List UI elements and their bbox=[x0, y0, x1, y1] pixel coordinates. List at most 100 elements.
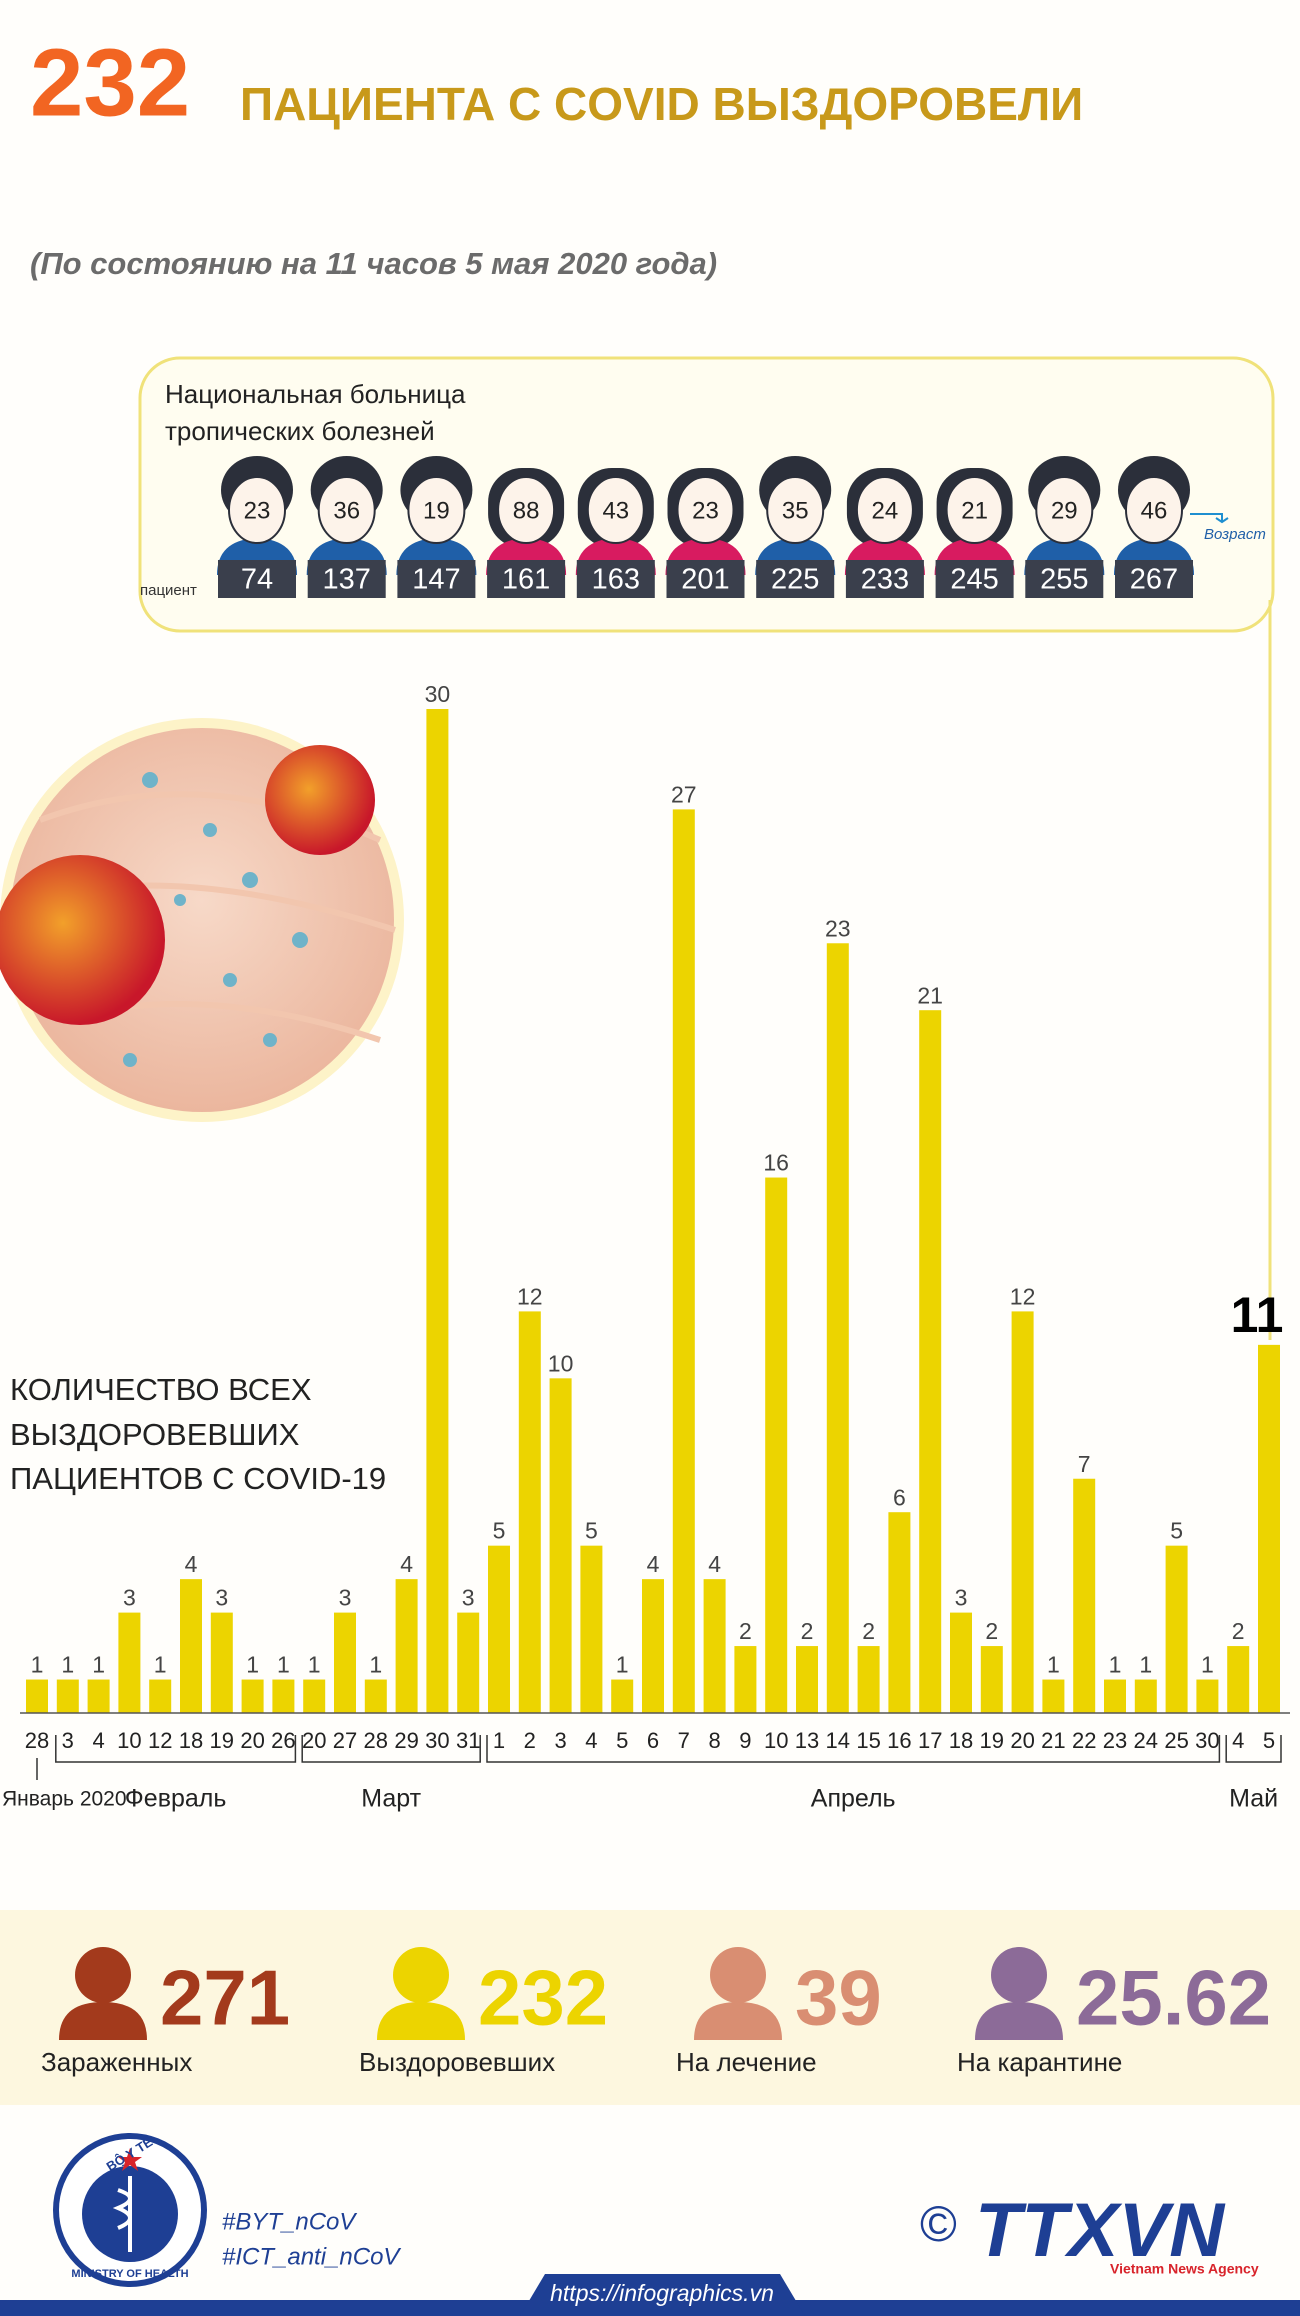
x-tick-label: 16 bbox=[887, 1728, 911, 1753]
x-tick-label: 30 bbox=[425, 1728, 449, 1753]
face bbox=[317, 476, 376, 544]
id-box bbox=[576, 560, 655, 598]
value-label: 3 bbox=[955, 1585, 968, 1611]
patient-age: 23 bbox=[692, 497, 719, 524]
x-tick-label: 18 bbox=[949, 1728, 973, 1753]
x-tick-label: 5 bbox=[1263, 1728, 1275, 1753]
person-body bbox=[59, 2002, 147, 2040]
bar bbox=[1258, 1344, 1280, 1713]
x-tick-label: 28 bbox=[364, 1728, 388, 1753]
face bbox=[945, 476, 1004, 544]
patient-age: 36 bbox=[333, 497, 360, 524]
value-label: 5 bbox=[1170, 1518, 1183, 1544]
group-bracket bbox=[301, 1735, 481, 1763]
patient-icon: 36 137 bbox=[306, 456, 387, 598]
patient-age: 19 bbox=[423, 497, 450, 524]
value-label: 10 bbox=[548, 1350, 574, 1376]
value-label: 2 bbox=[862, 1618, 875, 1644]
bar bbox=[734, 1646, 757, 1713]
bar bbox=[364, 1679, 387, 1713]
bar bbox=[457, 1612, 480, 1713]
ministry-name: MINISTRY OF HEALTH bbox=[71, 2268, 188, 2280]
x-tick-label: 3 bbox=[554, 1728, 566, 1753]
face bbox=[1125, 476, 1183, 544]
patient-age: 35 bbox=[782, 497, 809, 524]
x-tick-label: 9 bbox=[739, 1728, 751, 1753]
group-bracket bbox=[55, 1735, 297, 1763]
value-label: 16 bbox=[763, 1150, 789, 1176]
bar bbox=[426, 709, 449, 1713]
ministry-logo: BỘ Y TẾ MINISTRY OF HEALTH bbox=[53, 2133, 207, 2287]
id-box bbox=[756, 560, 835, 598]
bar bbox=[857, 1646, 880, 1713]
patient-icon: 29 255 bbox=[1024, 456, 1105, 598]
bar bbox=[950, 1612, 972, 1713]
face bbox=[855, 476, 914, 544]
id-box bbox=[1025, 560, 1104, 598]
x-tick-label: 29 bbox=[394, 1728, 418, 1753]
bar bbox=[1227, 1646, 1250, 1713]
person-head bbox=[393, 1947, 449, 2003]
patient-id: 255 bbox=[1040, 564, 1088, 596]
patient-icon: 23 74 bbox=[217, 456, 297, 598]
patient-icon: 43 163 bbox=[575, 468, 656, 598]
x-tick-label: 4 bbox=[92, 1728, 104, 1753]
x-tick-label: 20 bbox=[302, 1728, 326, 1753]
bar bbox=[980, 1646, 1003, 1713]
person-body bbox=[694, 2002, 782, 2040]
bar bbox=[334, 1612, 356, 1713]
patient-id: 201 bbox=[681, 564, 729, 596]
stat-value: 271 bbox=[160, 1954, 290, 2042]
bar bbox=[919, 1010, 942, 1713]
face bbox=[1035, 476, 1094, 544]
patient-icon: 88 161 bbox=[486, 468, 567, 598]
value-label: 1 bbox=[1139, 1652, 1152, 1678]
x-tick-label: 20 bbox=[1010, 1728, 1034, 1753]
face bbox=[228, 476, 286, 544]
value-label: 1 bbox=[92, 1652, 105, 1678]
x-tick-label: 19 bbox=[980, 1728, 1004, 1753]
x-tick-label: 17 bbox=[918, 1728, 942, 1753]
bar bbox=[1073, 1478, 1096, 1713]
id-box bbox=[397, 560, 476, 598]
patient-age: 43 bbox=[602, 497, 629, 524]
bar bbox=[1042, 1679, 1065, 1713]
patient-id: 225 bbox=[771, 564, 819, 596]
row-label: пациент bbox=[140, 582, 197, 599]
value-label: 2 bbox=[739, 1618, 752, 1644]
patient-id: 137 bbox=[323, 564, 371, 596]
value-label: 27 bbox=[671, 781, 697, 807]
person-head bbox=[75, 1947, 131, 2003]
patient-icon: 21 245 bbox=[934, 468, 1015, 598]
x-tick-label: 1 bbox=[493, 1728, 505, 1753]
x-tick-label: 10 bbox=[117, 1728, 141, 1753]
x-tick-label: 26 bbox=[271, 1728, 295, 1753]
group-bracket bbox=[1225, 1735, 1282, 1763]
bar bbox=[580, 1545, 603, 1713]
x-tick-label: 31 bbox=[456, 1728, 480, 1753]
face bbox=[586, 476, 645, 544]
patient-icon: 24 233 bbox=[844, 468, 925, 598]
patients: 2374361371914788161431632320135225242332… bbox=[217, 456, 1194, 598]
value-label: 7 bbox=[1078, 1451, 1091, 1477]
x-tick-label: 13 bbox=[795, 1728, 819, 1753]
person-body bbox=[377, 2002, 465, 2040]
stat-label: На лечение bbox=[676, 2047, 817, 2077]
x-tick-label: 25 bbox=[1164, 1728, 1188, 1753]
bar bbox=[703, 1579, 726, 1713]
value-label: 1 bbox=[369, 1652, 382, 1678]
value-label: 1 bbox=[154, 1652, 167, 1678]
patient-icon: 23 201 bbox=[665, 468, 746, 598]
patient-icon: 46 267 bbox=[1114, 456, 1194, 598]
value-label: 1 bbox=[277, 1652, 290, 1678]
value-label: 1 bbox=[1201, 1652, 1214, 1678]
chart-title: КОЛИЧЕСТВО ВСЕХ bbox=[10, 1372, 312, 1407]
value-label: 1 bbox=[1109, 1652, 1122, 1678]
bar bbox=[272, 1679, 295, 1713]
bar bbox=[518, 1311, 541, 1713]
group-label: Март bbox=[361, 1785, 421, 1813]
face bbox=[407, 476, 466, 544]
value-label: 23 bbox=[825, 915, 851, 941]
